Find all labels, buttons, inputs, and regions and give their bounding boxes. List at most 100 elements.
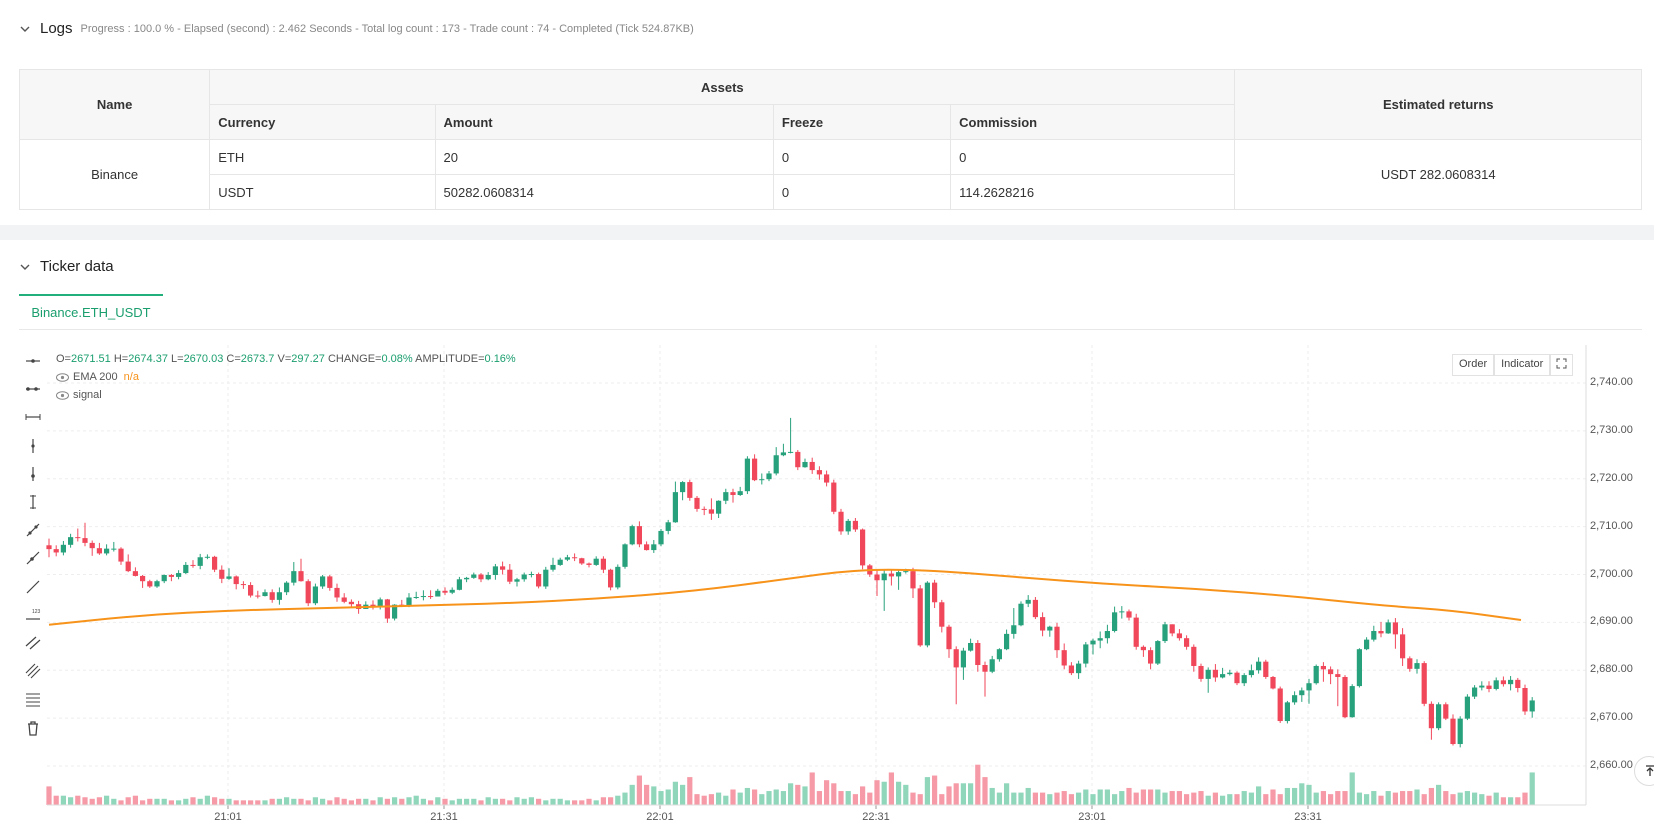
candle-body	[1191, 646, 1197, 666]
volume-bar	[183, 798, 189, 805]
candle-body	[111, 548, 117, 550]
y-tick-label: 2,690.00	[1590, 615, 1633, 628]
volume-bar	[1299, 783, 1305, 805]
volume-bar	[507, 800, 513, 805]
candle-body	[449, 589, 455, 593]
fib-levels-icon[interactable]	[24, 690, 42, 708]
candle-body	[377, 599, 383, 607]
candle-body	[975, 642, 981, 666]
volume-bar	[118, 800, 124, 805]
chevron-down-icon[interactable]	[18, 22, 32, 36]
y-tick-label: 2,680.00	[1590, 663, 1633, 676]
fullscreen-icon[interactable]	[1550, 354, 1574, 376]
candle-body	[773, 455, 779, 474]
candle-body	[910, 571, 916, 589]
y-tick-label: 2,670.00	[1590, 711, 1633, 724]
candle-body	[1198, 665, 1204, 679]
ohlc-readout: O=2671.51 H=2674.37 L=2670.03 C=2673.7 V…	[56, 353, 516, 365]
vertical-ray-icon[interactable]	[24, 465, 42, 483]
volume-bar	[953, 783, 959, 805]
volume-bar	[1198, 791, 1204, 805]
price-label-icon[interactable]: 123	[24, 606, 42, 624]
candle-body	[1076, 663, 1082, 674]
candle-body	[1306, 683, 1312, 691]
candle-body	[1234, 672, 1240, 684]
x-tick-label: 23:31	[1294, 811, 1322, 823]
candle-body	[845, 520, 851, 532]
candle-body	[608, 569, 614, 588]
extended-line-icon[interactable]	[24, 578, 42, 596]
volume-bar	[1515, 797, 1521, 805]
candle-body	[1155, 641, 1161, 664]
candles	[46, 417, 1535, 748]
logs-header[interactable]: Logs Progress : 100.0 % - Elapsed (secon…	[18, 20, 694, 37]
fib-channel-icon[interactable]	[24, 662, 42, 680]
volume-bar	[276, 798, 282, 805]
candle-body	[413, 597, 419, 599]
volume-bar	[1479, 794, 1485, 805]
ema-label: EMA 200	[73, 371, 118, 383]
volume-bar	[1220, 795, 1226, 805]
candle-body	[255, 595, 261, 597]
volume-bar	[975, 764, 981, 805]
volume-bar	[1371, 791, 1377, 805]
candle-body	[1522, 687, 1528, 712]
volume-bar	[622, 792, 628, 805]
volume-bar	[226, 798, 232, 805]
indicator-button[interactable]: Indicator	[1494, 354, 1551, 376]
candle-body	[456, 579, 462, 590]
order-button[interactable]: Order	[1452, 354, 1495, 376]
table-row: USDT 50282.0608314 0 114.2628216	[20, 174, 1642, 210]
volume-bar	[528, 797, 534, 805]
eye-icon[interactable]	[56, 372, 69, 382]
volume-bar	[1385, 791, 1391, 805]
vertical-segment-icon[interactable]	[24, 437, 42, 455]
trash-icon[interactable]	[24, 719, 42, 737]
candle-body	[672, 492, 678, 523]
volume-bar	[1234, 794, 1240, 805]
vertical-line-icon[interactable]	[24, 493, 42, 511]
x-tick-label: 23:01	[1078, 811, 1106, 823]
volume-bar	[334, 797, 340, 805]
candle-body	[1241, 675, 1247, 684]
volume-bar	[1292, 787, 1298, 805]
legend-ema[interactable]: EMA 200 n/a	[56, 371, 139, 383]
trend-ray-icon[interactable]	[24, 549, 42, 567]
candle-body	[1220, 674, 1226, 678]
tab-binance-eth-usdt[interactable]: Binance.ETH_USDT	[19, 294, 163, 328]
ticker-panel: Ticker data Binance.ETH_USDT	[0, 240, 1654, 828]
candle-body	[615, 566, 621, 588]
line-tool-icon[interactable]	[24, 408, 42, 426]
candle-body	[665, 522, 671, 531]
signal-label: signal	[73, 389, 102, 401]
candle-body	[730, 492, 736, 496]
candle-body	[284, 582, 290, 593]
volume-bar	[996, 792, 1002, 805]
parallel-channel-icon[interactable]	[24, 634, 42, 652]
candle-body	[514, 579, 520, 582]
volume-bar	[788, 783, 794, 805]
candle-body	[1342, 676, 1348, 718]
ray-tool-icon[interactable]	[24, 380, 42, 398]
ticker-header[interactable]: Ticker data	[18, 258, 114, 275]
volume-bar	[1400, 791, 1406, 805]
eye-icon[interactable]	[56, 390, 69, 400]
candle-body	[140, 575, 146, 582]
volume-bar	[1241, 791, 1247, 805]
candle-body	[543, 569, 549, 587]
segment-tool-icon[interactable]	[24, 352, 42, 370]
candle-body	[68, 537, 74, 545]
volume-bar	[694, 794, 700, 805]
candle-body	[1479, 685, 1485, 688]
volume-bar	[1457, 792, 1463, 805]
candle-body	[752, 458, 758, 481]
volume-bar	[766, 791, 772, 805]
trend-line-icon[interactable]	[24, 521, 42, 539]
volume-bar	[1227, 794, 1233, 805]
chevron-down-icon[interactable]	[18, 260, 32, 274]
legend-signal[interactable]: signal	[56, 389, 102, 401]
candle-body	[1068, 665, 1074, 674]
ema-line	[48, 568, 1522, 626]
candle-body	[888, 573, 894, 577]
